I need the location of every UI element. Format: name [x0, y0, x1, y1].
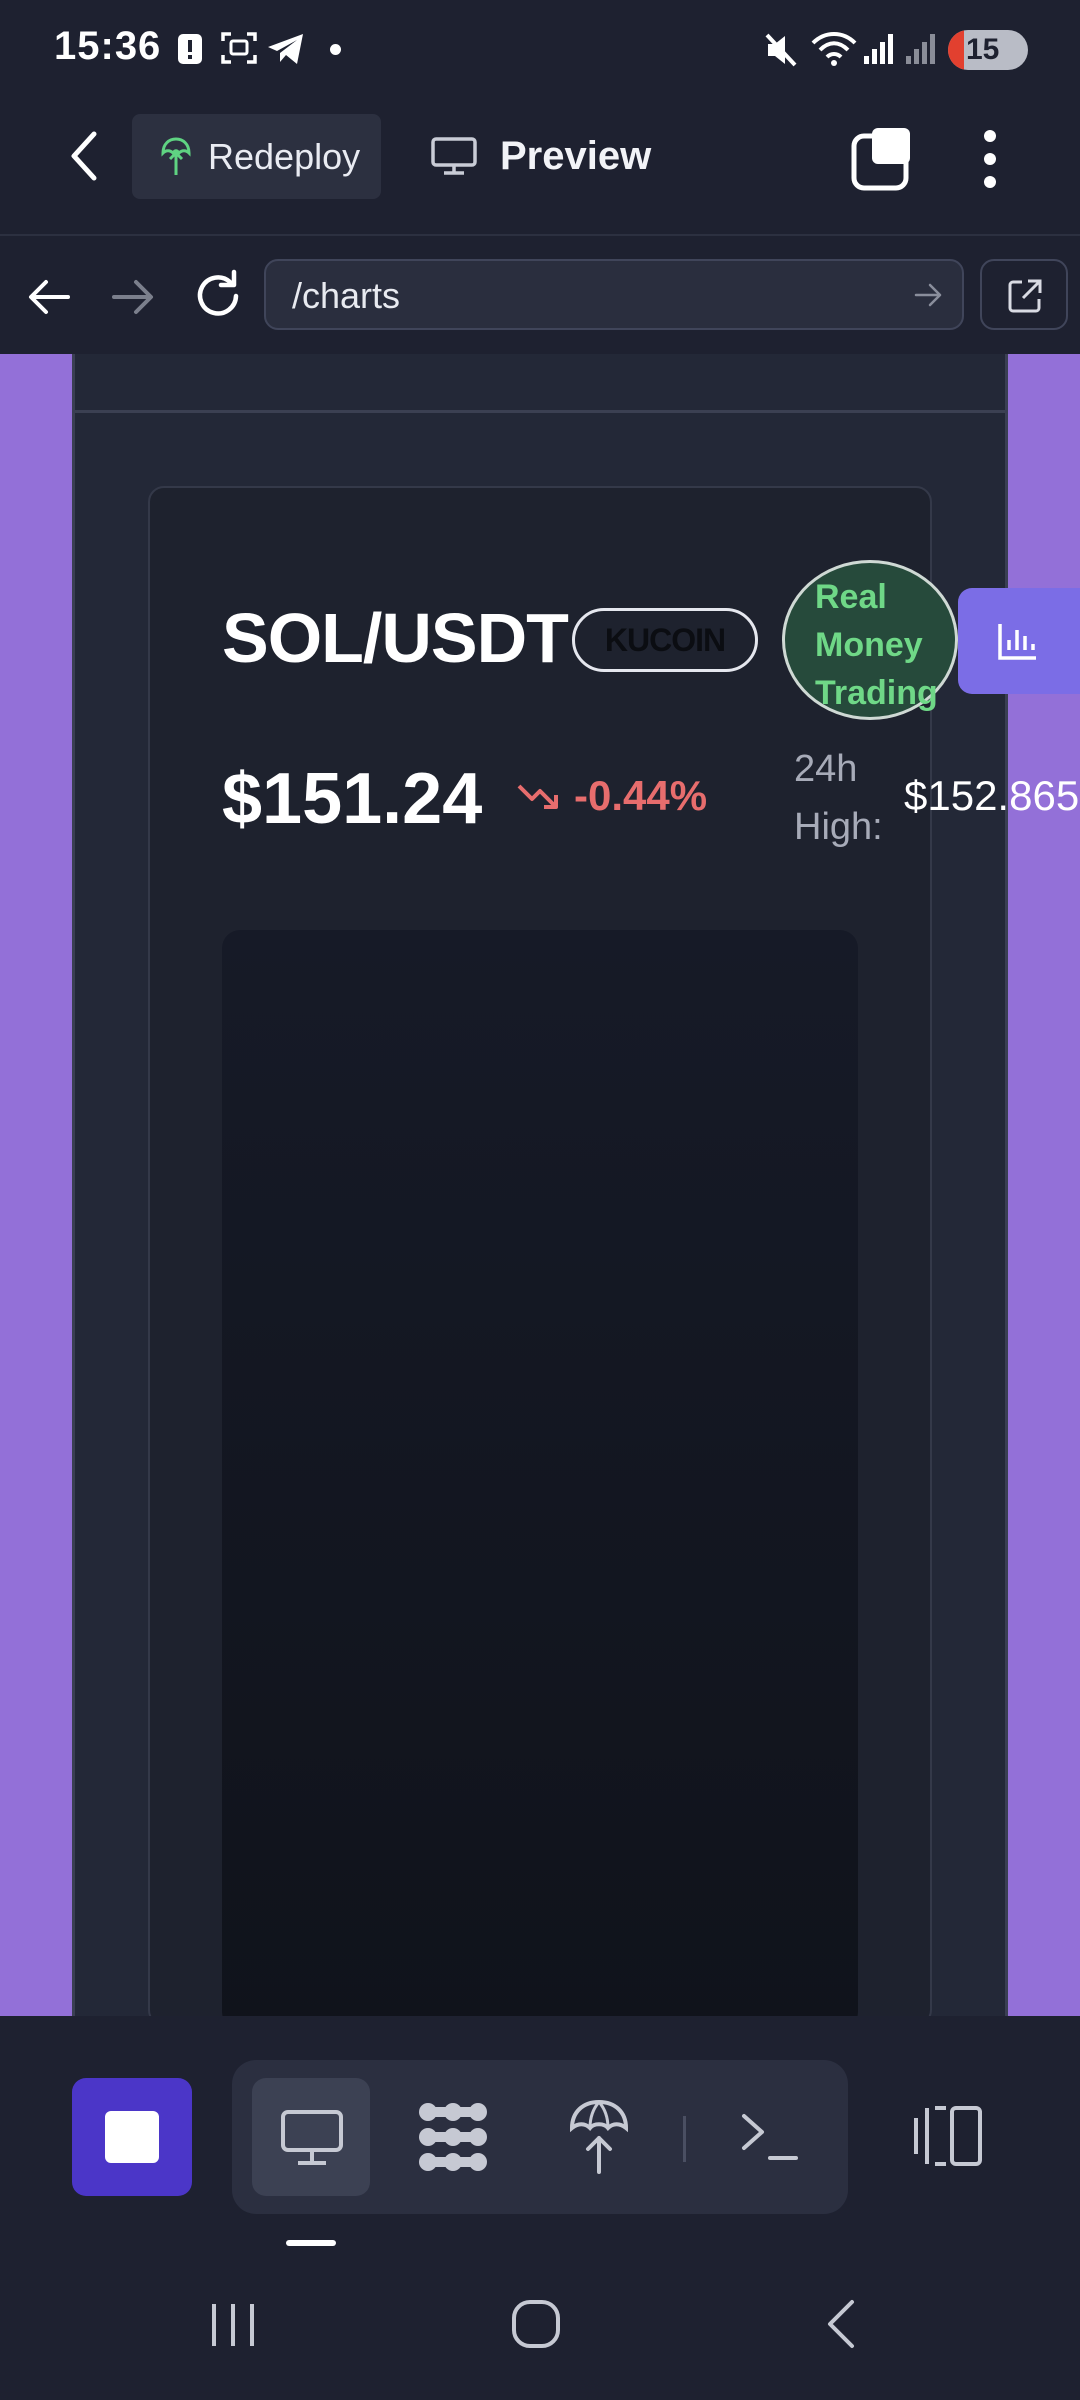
battery-icon: 15	[948, 30, 1028, 70]
wifi-icon	[811, 32, 857, 66]
frame-divider	[75, 410, 1005, 413]
trading-pair: SOL/USDT	[222, 599, 569, 677]
signal-icon	[864, 34, 893, 64]
layout-icon[interactable]	[910, 2104, 986, 2168]
browser-forward-button[interactable]	[108, 272, 158, 322]
telegram-icon	[268, 34, 303, 64]
active-tab-indicator	[286, 2240, 336, 2246]
mode-badge-line: Money	[815, 626, 923, 664]
signal-icon	[906, 34, 935, 64]
terminal-icon[interactable]	[740, 2110, 800, 2164]
current-price: $151.24	[222, 759, 483, 839]
chart-toggle-button[interactable]	[958, 588, 1080, 694]
recent-apps-button[interactable]	[208, 2300, 258, 2350]
real-money-trading-badge[interactable]: Real Money Trading	[782, 560, 958, 720]
high-24h-value: $152.865	[904, 772, 1080, 819]
screenshot-icon	[221, 32, 257, 64]
battery-level: 15	[966, 33, 1000, 66]
go-arrow-icon[interactable]	[912, 279, 944, 311]
tabs-button[interactable]	[850, 126, 920, 192]
back-button[interactable]	[60, 126, 108, 186]
external-link-icon	[1008, 279, 1042, 313]
url-field[interactable]	[264, 259, 964, 330]
dots-icon[interactable]	[416, 2100, 490, 2174]
trending-down-icon	[517, 784, 558, 809]
reload-button[interactable]	[190, 268, 246, 324]
mode-badge-line: Real	[815, 578, 887, 616]
preview-button[interactable]: Preview	[430, 126, 651, 186]
home-button[interactable]	[510, 2298, 562, 2350]
monitor-icon	[431, 137, 477, 175]
url-input[interactable]	[290, 261, 854, 330]
deploy-icon[interactable]	[568, 2098, 630, 2176]
chart-area[interactable]	[222, 930, 858, 2030]
dot-icon	[330, 44, 341, 55]
desktop-icon	[281, 2110, 343, 2165]
toolbar-divider	[683, 2116, 686, 2162]
bar-chart-icon	[998, 624, 1036, 660]
system-nav-bar	[0, 2250, 1080, 2400]
alert-icon	[178, 34, 202, 64]
mute-icon	[765, 33, 797, 67]
browser-back-button[interactable]	[24, 272, 74, 322]
mode-badge-line: Trading	[815, 674, 938, 712]
price-change: -0.44%	[516, 772, 707, 820]
high-24h-label-line: High:	[794, 806, 883, 848]
stop-icon	[105, 2111, 159, 2163]
high-24h-label: 24h High:	[794, 740, 883, 856]
redeploy-label: Redeploy	[208, 135, 361, 177]
status-time: 15:36	[54, 24, 162, 68]
open-external-button[interactable]	[980, 259, 1068, 330]
more-options-button[interactable]	[970, 126, 1010, 192]
deploy-icon	[161, 136, 191, 175]
status-bar: 15:36 15	[0, 0, 1080, 100]
high-24h-label-line: 24h	[794, 748, 858, 790]
desktop-view-button[interactable]	[252, 2078, 370, 2196]
price-change-value: -0.44%	[574, 772, 708, 819]
redeploy-button[interactable]: Redeploy	[132, 114, 381, 199]
stop-button[interactable]	[72, 2078, 192, 2196]
system-back-button[interactable]	[820, 2298, 860, 2350]
preview-label: Preview	[500, 133, 652, 178]
exchange-badge: KUCOIN	[572, 608, 758, 672]
